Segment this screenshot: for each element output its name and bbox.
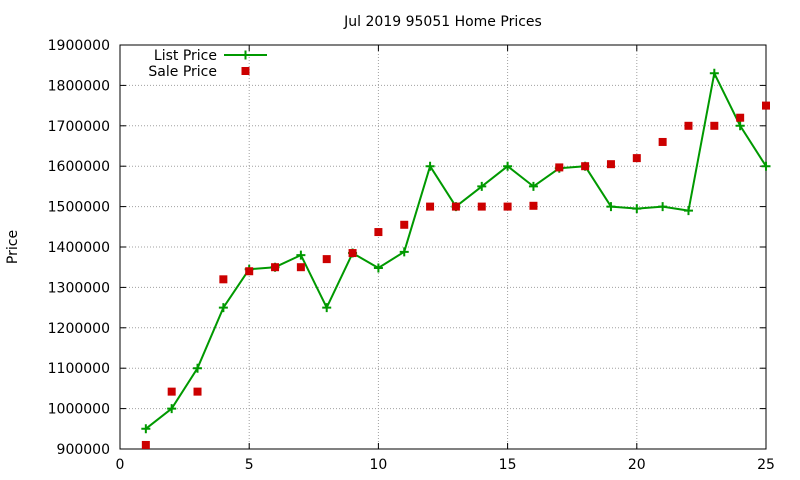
legend-swatch-list-price-marker [241,50,250,60]
sale-price-point [219,275,228,284]
list-price-point [141,424,151,434]
list-price-point [399,247,409,257]
sale-price-point [736,113,745,122]
y-tick-label: 1700000 [48,119,110,135]
x-tick-label: 20 [628,457,646,473]
sale-price-point [451,202,460,211]
sale-price-point [762,101,770,110]
sale-price-point [322,255,331,264]
list-price-point [709,68,719,78]
sale-price-point [477,202,486,211]
y-axis-label: Price [5,230,21,264]
sale-price-point [658,137,667,146]
series-layer [141,68,771,449]
list-price-point [425,161,435,171]
list-price-point [193,363,203,373]
sale-price-point [193,387,202,396]
sale-price-point [348,249,357,258]
sale-price-point [606,160,615,169]
sale-price-point [141,440,150,449]
sale-price-point [296,263,305,272]
list-price-point [373,263,383,273]
list-price-point [528,181,538,191]
x-tick-label: 10 [369,457,387,473]
y-tick-label: 1800000 [48,78,110,94]
legend-label-list-price: List Price [154,48,217,64]
sale-price-point [529,201,538,210]
x-tick-label: 25 [757,457,775,473]
list-price-point [477,181,487,191]
sale-price-point [374,228,383,237]
legend: List Price Sale Price [148,48,267,80]
sale-price-point [400,220,409,229]
chart-title: Jul 2019 95051 Home Prices [343,14,542,30]
y-tick-label: 1000000 [48,402,110,418]
y-tick-label: 1900000 [48,38,110,54]
list-price-point [735,121,745,131]
grid-lines [120,45,766,449]
y-tick-label: 1200000 [48,321,110,337]
sale-price-point [245,267,254,276]
y-tick-label: 1400000 [48,240,110,256]
tick-labels: 0 5 10 15 20 25 900000 1000000 1100000 1200000 130… [48,38,775,473]
list-price-point [632,204,642,214]
y-tick-label: 1500000 [48,200,110,216]
sale-price-point [555,163,564,172]
list-price-point [503,161,513,171]
list-price-point [218,303,228,313]
legend-swatch-sale-price-marker [241,67,250,75]
list-price-point [683,206,693,216]
list-price-point [658,202,668,212]
list-price-point [761,161,771,171]
sale-price-point [581,162,590,171]
list-price-line [145,72,767,430]
y-tick-label: 1300000 [48,280,110,296]
sale-price-point [503,202,512,211]
x-tick-label: 0 [116,457,125,473]
list-price-point [167,404,177,414]
legend-label-sale-price: Sale Price [148,64,217,80]
list-price-point [322,303,332,313]
sale-price-point [684,121,693,130]
sale-price-point [426,202,435,211]
list-price-point [296,250,306,260]
sale-price-point [167,387,176,396]
sale-price-point [271,263,280,272]
list-price-point [606,202,616,212]
axis-ticks [119,44,767,450]
y-tick-label: 1100000 [48,361,110,377]
x-tick-label: 15 [499,457,517,473]
sale-price-point [632,154,641,163]
x-tick-label: 5 [245,457,254,473]
y-tick-label: 1600000 [48,159,110,175]
sale-price-point [710,121,719,130]
y-tick-label: 900000 [57,442,110,458]
